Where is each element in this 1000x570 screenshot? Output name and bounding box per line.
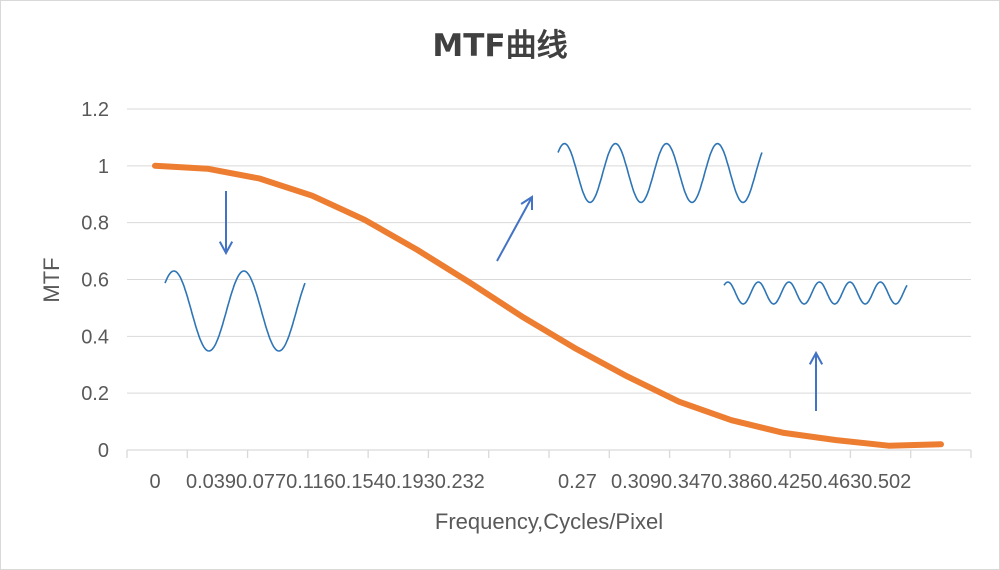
arrow-shaft <box>496 196 533 262</box>
y-axis-ticks: 0 0.2 0.4 0.6 0.8 1 1.2 <box>81 99 109 462</box>
low-frequency-sine-wave <box>164 270 306 352</box>
y-tick-label-0.4: 0.4 <box>81 326 109 348</box>
y-tick-label-0.2: 0.2 <box>81 383 109 405</box>
annotation-low-frequency <box>164 191 306 352</box>
series-points-mtf <box>154 165 942 446</box>
x-axis-tick-labels: 0 0.0390.0770.1160.1540.1930.232 0.27 0.… <box>149 471 911 493</box>
x-tick-labels-run-2: 0.3090.3470.3860.4250.4630.502 <box>611 471 911 493</box>
y-tick-label-1.2: 1.2 <box>81 99 109 121</box>
arrow-up-icon <box>808 350 824 411</box>
x-axis-title: Frequency,Cycles/Pixel <box>435 509 663 534</box>
x-tick-label-first: 0 <box>149 471 160 493</box>
y-tick-label-0: 0 <box>98 440 109 462</box>
arrow-head <box>520 195 533 210</box>
x-axis-tick-marks <box>126 450 972 458</box>
y-tick-label-1: 1 <box>98 156 109 178</box>
arrow-up-right-icon <box>496 195 533 262</box>
mid-frequency-sine-wave <box>557 142 763 204</box>
arrow-head <box>218 241 234 256</box>
series-line-mtf <box>152 162 944 449</box>
y-axis-title: MTF <box>39 257 64 302</box>
y-tick-label-0.6: 0.6 <box>81 270 109 292</box>
chart-title: MTF曲线 <box>432 28 567 64</box>
high-frequency-sine-wave <box>723 281 908 305</box>
arrow-down-icon <box>218 191 234 256</box>
x-tick-labels-run-1: 0.0390.0770.1160.1540.1930.232 <box>186 471 485 493</box>
arrow-head <box>808 350 824 365</box>
annotation-mid-frequency <box>496 142 763 262</box>
grid-lines <box>127 108 971 394</box>
annotation-high-frequency <box>723 281 908 411</box>
y-tick-label-0.8: 0.8 <box>81 213 109 235</box>
x-tick-label-0-27: 0.27 <box>558 471 597 493</box>
